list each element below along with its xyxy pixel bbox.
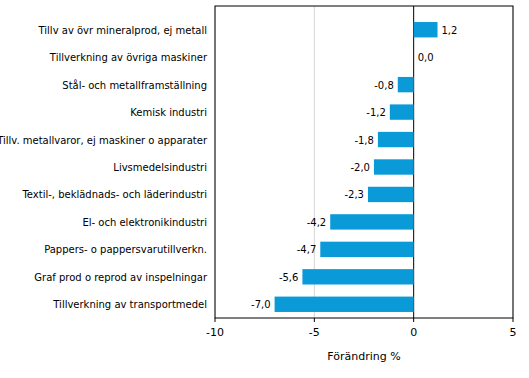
bar (414, 22, 438, 37)
category-label: Textil-, beklädnads- och läderindustri (21, 189, 207, 200)
data-label: -5,6 (279, 272, 299, 283)
chart: -10 -5 0 5 Tillv av övr mineralprod, ej meta… (0, 0, 529, 378)
category-label: Kemisk industri (130, 107, 207, 118)
plot-frame (215, 6, 513, 318)
bar (374, 159, 414, 174)
bar (330, 214, 413, 229)
category-label: Stål- och metallframställning (62, 79, 207, 91)
tick-mark (314, 318, 315, 322)
category-label: Tillv. metallvaror, ej maskiner o appara… (0, 135, 208, 146)
data-label: -7,0 (251, 299, 271, 310)
data-label: 1,2 (442, 25, 458, 36)
bar (390, 104, 414, 119)
category-label: Graf prod o reprod av inspelningar (34, 272, 208, 283)
tick-mark (513, 318, 514, 322)
data-label: 0,0 (418, 52, 434, 63)
bars (275, 22, 438, 312)
category-label: Tillverkning av övriga maskiner (49, 52, 208, 63)
tick-label: 5 (510, 326, 517, 339)
data-label: -2,3 (344, 189, 364, 200)
bar (413, 49, 414, 64)
data-label: -1,2 (366, 107, 386, 118)
bar (368, 187, 414, 202)
data-label: -4,2 (307, 217, 327, 228)
data-label: -0,8 (374, 80, 394, 91)
bar (378, 132, 414, 147)
tick-mark (413, 318, 414, 322)
category-label: Tillv av övr mineralprod, ej metall (38, 25, 207, 36)
data-label: -2,0 (350, 162, 370, 173)
bar (275, 297, 414, 312)
category-label: Pappers- o pappersvarutillverkn. (44, 244, 207, 255)
category-label: El- och elektronikindustri (82, 217, 207, 228)
category-label: Tillverkning av transportmedel (52, 299, 207, 310)
data-label: -4,7 (297, 244, 317, 255)
data-label: -1,8 (354, 135, 374, 146)
tick-mark (215, 318, 216, 322)
category-label: Livsmedelsindustri (113, 162, 207, 173)
bar (302, 269, 413, 284)
grid (215, 6, 513, 322)
bar (398, 77, 414, 92)
tick-label: 0 (410, 326, 417, 339)
tick-label: -5 (309, 326, 320, 339)
axis-title: Förändring % (327, 350, 400, 363)
tick-label: -10 (206, 326, 224, 339)
bar (320, 242, 413, 257)
